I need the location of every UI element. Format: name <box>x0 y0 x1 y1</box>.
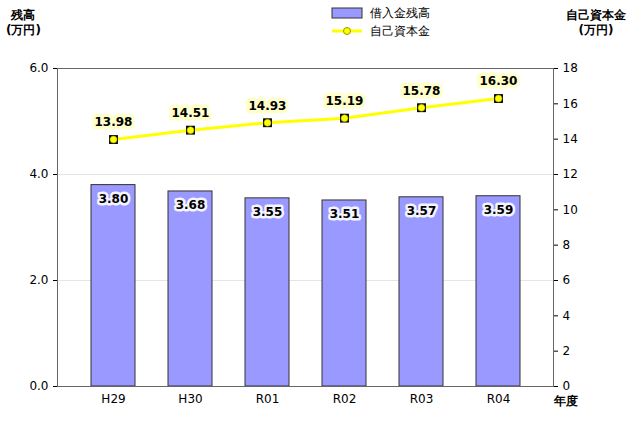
html-text:自己資本金: 自己資本金 <box>370 23 430 38</box>
svg-text:R02: R02 <box>333 392 357 406</box>
svg-text:R01: R01 <box>256 392 280 406</box>
svg-text:4.0: 4.0 <box>29 167 48 181</box>
svg-text:4: 4 <box>563 309 571 323</box>
svg-text:12: 12 <box>563 167 578 181</box>
svg-text:14: 14 <box>563 132 578 146</box>
html-text:残高 (万円): 残高 (万円) <box>6 8 41 37</box>
svg-text:H30: H30 <box>178 392 202 406</box>
svg-text:18: 18 <box>563 61 578 75</box>
svg-text:3.51: 3.51 <box>330 207 360 221</box>
svg-text:0: 0 <box>563 379 571 393</box>
svg-text:14.51: 14.51 <box>172 106 210 120</box>
svg-text:R03: R03 <box>410 392 434 406</box>
svg-text:16: 16 <box>563 97 578 111</box>
svg-text:6.0: 6.0 <box>29 61 48 75</box>
svg-text:15.78: 15.78 <box>403 84 441 98</box>
svg-text:6: 6 <box>563 273 571 287</box>
svg-text:2: 2 <box>563 344 571 358</box>
svg-text:R04: R04 <box>487 392 511 406</box>
svg-text:15.19: 15.19 <box>326 94 364 108</box>
svg-text:3.57: 3.57 <box>407 204 437 218</box>
svg-text:14.93: 14.93 <box>249 99 287 113</box>
html-text:自己資本金 (万円): 自己資本金 (万円) <box>566 8 626 37</box>
html-text:年度: 年度 <box>554 394 578 408</box>
svg-text:H29: H29 <box>101 392 125 406</box>
svg-text:13.98: 13.98 <box>95 115 133 129</box>
svg-text:3.80: 3.80 <box>99 192 129 206</box>
svg-text:3.68: 3.68 <box>176 198 206 212</box>
svg-text:16.30: 16.30 <box>480 74 518 88</box>
svg-text:8: 8 <box>563 238 571 252</box>
html-text:借入金残高: 借入金残高 <box>370 5 430 20</box>
svg-text:3.55: 3.55 <box>253 205 283 219</box>
svg-text:0.0: 0.0 <box>29 379 48 393</box>
svg-text:2.0: 2.0 <box>29 273 48 287</box>
svg-text:10: 10 <box>563 203 578 217</box>
svg-text:3.59: 3.59 <box>484 203 514 217</box>
